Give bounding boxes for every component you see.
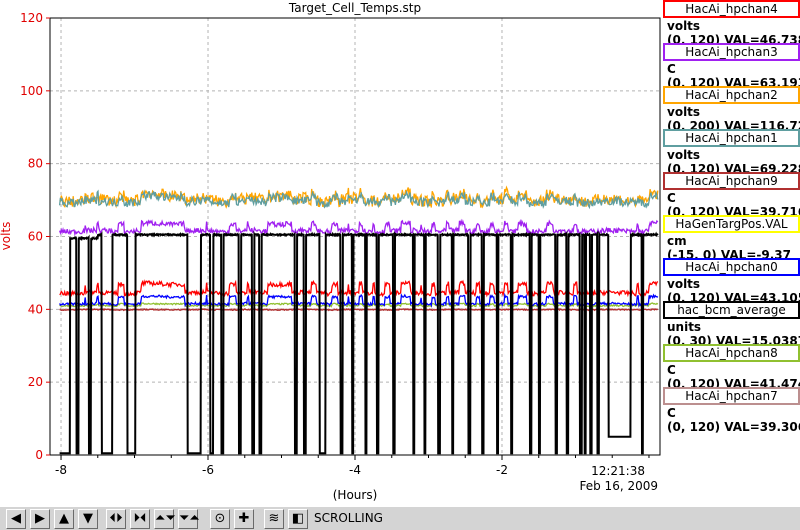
y-tick-label: 100 bbox=[20, 84, 43, 98]
series-layer bbox=[58, 185, 659, 455]
date-label: Feb 16, 2009 bbox=[580, 479, 659, 493]
legend-series-name[interactable]: HacAi_hpchan4 bbox=[663, 0, 800, 18]
add-button[interactable]: ✚ bbox=[234, 509, 254, 529]
legend-series-name[interactable]: HacAi_hpchan3 bbox=[663, 43, 800, 61]
legend-series-name[interactable]: HacAi_hpchan1 bbox=[663, 129, 800, 147]
x-tick-label: -6 bbox=[202, 463, 214, 477]
style-button[interactable]: ≋ bbox=[264, 509, 284, 529]
y-tick-label: 80 bbox=[28, 157, 43, 171]
legend-series-unit: cm bbox=[667, 234, 687, 248]
zoom-out-y-button[interactable]: ⏷⏶ bbox=[178, 509, 200, 529]
legend-range-text: (0, 120) bbox=[667, 420, 721, 434]
y-tick-label: 40 bbox=[28, 302, 43, 316]
legend-series-unit: C bbox=[667, 62, 676, 76]
legend-series-unit: units bbox=[667, 320, 702, 334]
series-line-HacAi_hpchan3 bbox=[58, 218, 659, 237]
scroll-right-button[interactable]: ▶ bbox=[30, 509, 50, 529]
toolbar: SCROLLING ◀ ▶ ▲ ▼ ⏴⏵ ⏵⏴ ⏶⏷ ⏷⏶ ⊙ ✚ ≋ ◧ bbox=[0, 506, 800, 530]
legend-series-name[interactable]: hac_bcm_average bbox=[663, 301, 800, 319]
legend-series-unit: C bbox=[667, 363, 676, 377]
reset-button[interactable]: ⊙ bbox=[210, 509, 230, 529]
legend-series-unit: volts bbox=[667, 105, 701, 119]
scroll-down-button[interactable]: ▼ bbox=[78, 509, 98, 529]
x-tick-label: -2 bbox=[496, 463, 508, 477]
legend-series-name[interactable]: HacAi_hpchan9 bbox=[663, 172, 800, 190]
y-tick-label: 120 bbox=[20, 11, 43, 25]
legend-series-unit: C bbox=[667, 406, 676, 420]
zoom-out-x-button[interactable]: ⏵⏴ bbox=[130, 509, 150, 529]
legend-series-name[interactable]: HacAi_hpchan0 bbox=[663, 258, 800, 276]
zoom-in-x-button[interactable]: ⏴⏵ bbox=[106, 509, 126, 529]
legend-item[interactable]: hac_bcm_average units (0, 30) VAL=15.0387 bbox=[663, 301, 800, 348]
legend-series-unit: volts bbox=[667, 148, 701, 162]
time-label: 12:21:38 bbox=[591, 464, 645, 478]
legend-series-name[interactable]: HacAi_hpchan8 bbox=[663, 344, 800, 362]
y-tick-label: 20 bbox=[28, 375, 43, 389]
axis-layer: 0 20 40 60 80 100 120 -8 -6 -4 -2 bbox=[20, 11, 661, 477]
x-tick-label: -4 bbox=[349, 463, 361, 477]
legend-value-text: VAL=39.3066 bbox=[724, 420, 800, 434]
chart-title: Target_Cell_Temps.stp bbox=[288, 1, 421, 15]
legend-series-name[interactable]: HaGenTargPos.VAL bbox=[663, 215, 800, 233]
legend-item[interactable]: HaGenTargPos.VAL cm (-15, 0) VAL=-9.37 bbox=[663, 215, 800, 262]
y-tick-label: 0 bbox=[35, 448, 43, 462]
grid-layer bbox=[50, 18, 660, 455]
legend-series-range: (0, 120) VAL=39.3066 bbox=[667, 420, 800, 434]
export-button[interactable]: ◧ bbox=[288, 509, 308, 529]
series-line-hac_bcm_average bbox=[59, 230, 659, 455]
scroll-left-button[interactable]: ◀ bbox=[6, 509, 26, 529]
x-axis-label: (Hours) bbox=[333, 488, 378, 502]
x-tick-label: -8 bbox=[55, 463, 67, 477]
legend-series-unit: C bbox=[667, 191, 676, 205]
legend-series-name[interactable]: HacAi_hpchan7 bbox=[663, 387, 800, 405]
scroll-up-button[interactable]: ▲ bbox=[54, 509, 74, 529]
legend-series-name[interactable]: HacAi_hpchan2 bbox=[663, 86, 800, 104]
chart-area: 0 20 40 60 80 100 120 -8 -6 -4 -2 Target_Cell_Temp… bbox=[0, 1, 661, 502]
y-tick-label: 60 bbox=[28, 230, 43, 244]
legend-series-unit: volts bbox=[667, 277, 701, 291]
y-axis-label: volts bbox=[0, 222, 13, 251]
zoom-in-y-button[interactable]: ⏶⏷ bbox=[154, 509, 176, 529]
scroll-status-label: SCROLLING bbox=[314, 511, 383, 525]
legend-series-unit: volts bbox=[667, 19, 701, 33]
series-line-HacAi_hpchan1 bbox=[58, 189, 659, 210]
